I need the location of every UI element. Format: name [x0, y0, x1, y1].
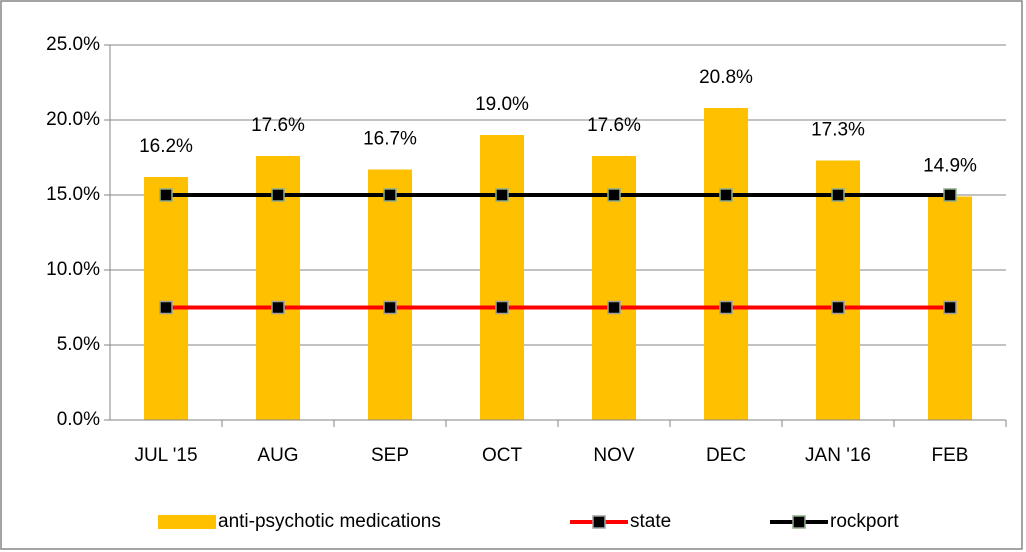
- bar: [368, 169, 412, 420]
- x-tick-label: OCT: [482, 445, 523, 466]
- bar: [816, 160, 860, 420]
- data-label: 14.9%: [923, 156, 977, 177]
- y-tick-label: 15.0%: [46, 184, 100, 205]
- marker: [383, 188, 397, 202]
- marker: [831, 188, 845, 202]
- x-tick-label: NOV: [593, 445, 635, 466]
- bar: [480, 135, 524, 420]
- legend-marker: [592, 515, 606, 529]
- marker: [607, 300, 621, 315]
- x-tick-label: JAN '16: [805, 445, 871, 466]
- x-tick-label: AUG: [257, 445, 298, 466]
- bar: [144, 177, 188, 420]
- data-label: 20.8%: [699, 67, 753, 88]
- data-label: 17.6%: [587, 115, 641, 136]
- marker: [943, 300, 957, 315]
- marker: [495, 188, 509, 202]
- legend-swatch: [158, 515, 216, 529]
- data-label: 17.3%: [811, 120, 865, 141]
- marker: [159, 300, 173, 315]
- marker: [831, 300, 845, 315]
- legend-label: anti-psychotic medications: [218, 511, 441, 532]
- y-tick-label: 25.0%: [46, 34, 100, 55]
- x-tick-label: FEB: [932, 445, 969, 466]
- x-tick-label: DEC: [706, 445, 746, 466]
- marker: [159, 188, 173, 202]
- data-label: 17.6%: [251, 115, 305, 136]
- y-tick-label: 10.0%: [46, 259, 100, 280]
- marker: [719, 188, 733, 202]
- legend-marker: [792, 515, 806, 529]
- data-label: 16.2%: [139, 136, 193, 157]
- marker: [271, 300, 285, 315]
- x-tick-label: SEP: [371, 445, 409, 466]
- x-tick-label: JUL '15: [134, 445, 197, 466]
- data-label: 19.0%: [475, 94, 529, 115]
- marker: [607, 188, 621, 202]
- marker: [271, 188, 285, 202]
- bar: [704, 108, 748, 420]
- y-tick-label: 5.0%: [57, 334, 100, 355]
- data-label: 16.7%: [363, 129, 417, 150]
- marker: [495, 300, 509, 315]
- marker: [719, 300, 733, 315]
- legend-label: state: [630, 511, 671, 532]
- marker: [383, 300, 397, 315]
- y-tick-label: 0.0%: [57, 409, 100, 430]
- marker: [943, 188, 957, 202]
- y-tick-label: 20.0%: [46, 109, 100, 130]
- legend-label: rockport: [830, 511, 899, 532]
